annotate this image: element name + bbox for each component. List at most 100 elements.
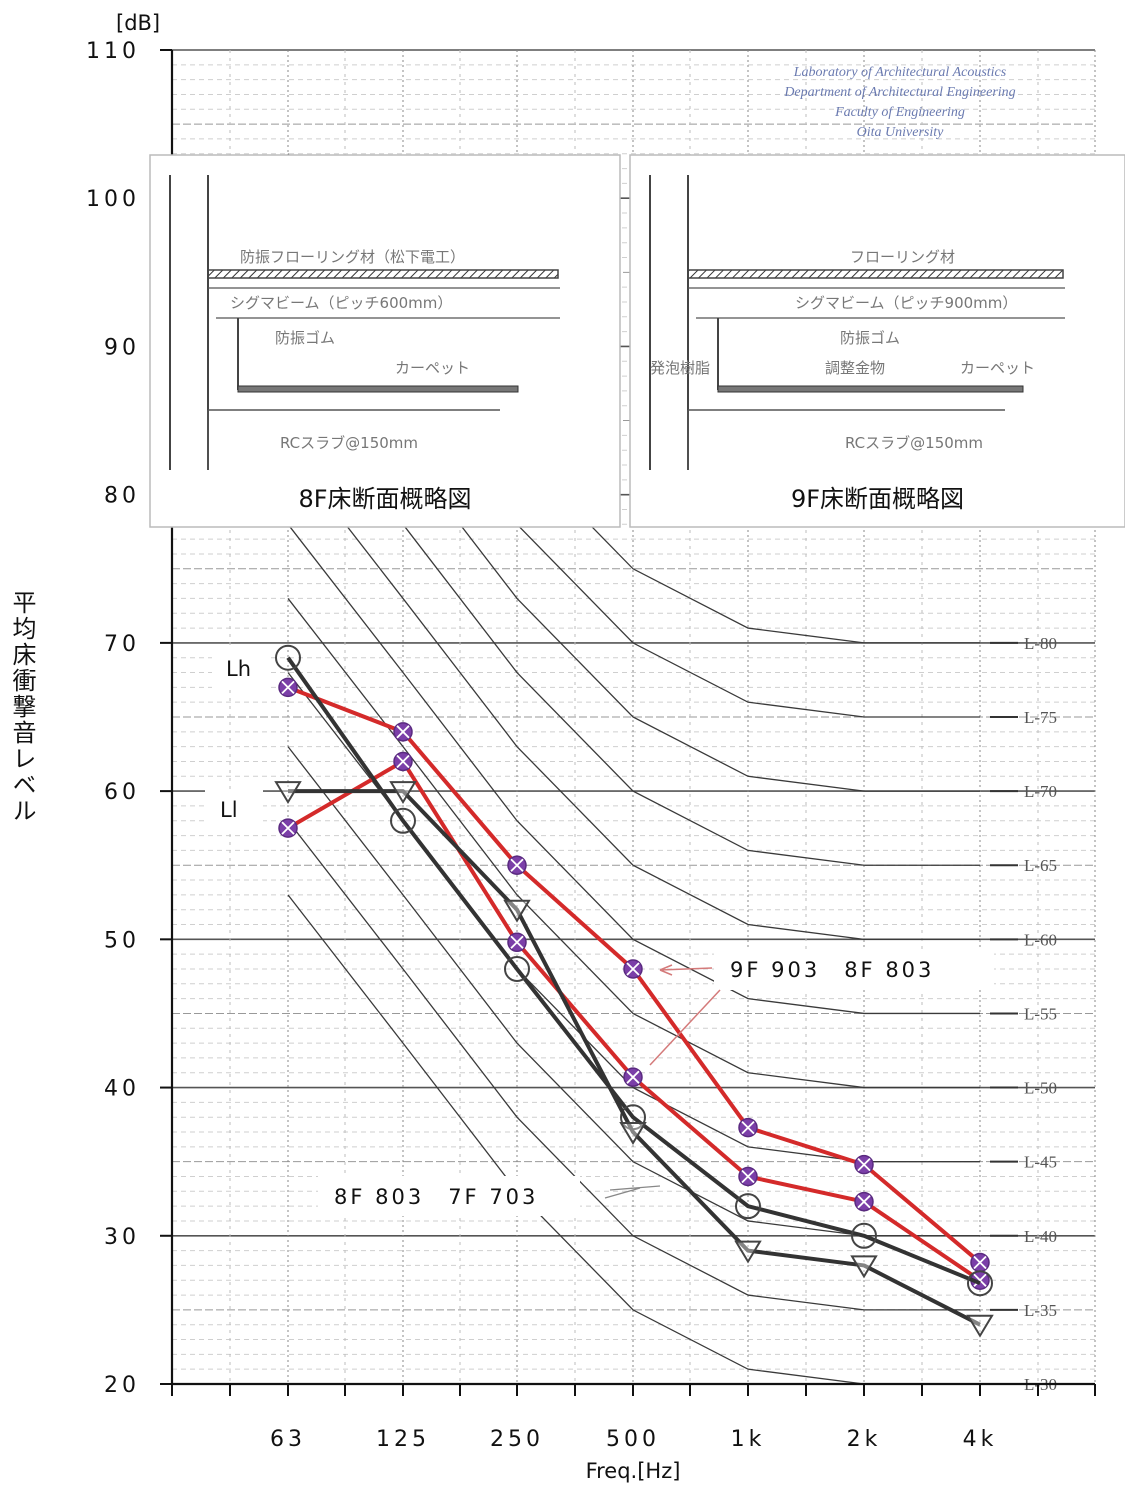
marker-cross [510, 858, 524, 872]
inset-title: 9F床断面概略図 [791, 485, 964, 513]
ll-label: Ll [220, 798, 238, 822]
marker-circle [851, 1222, 877, 1249]
y-tick-label: 30 [104, 1225, 140, 1250]
red-pair-label: 9F 903 8F 803 [730, 958, 934, 982]
y-tick-label: 90 [104, 335, 140, 360]
red-arrow-1 [659, 964, 713, 976]
marker-circle [275, 644, 301, 671]
series-line [288, 789, 981, 1327]
rating-curve [287, 598, 980, 1089]
lh-label: Lh [226, 657, 251, 681]
y-tick-label: 20 [104, 1373, 140, 1398]
series-ll-red [278, 751, 990, 1290]
marker-cross [510, 935, 524, 949]
y-tick-label: 40 [104, 1077, 140, 1102]
marker-triangle [503, 899, 531, 923]
inset-title: 8F床断面概略図 [298, 485, 471, 513]
lab-credit: Laboratory of Architectural Acoustics Dep… [783, 65, 1015, 140]
x-tick-label: 1k [731, 1427, 766, 1452]
x-tick-label: 63 [270, 1427, 306, 1452]
marker-cross [626, 962, 640, 976]
marker-circle [735, 1193, 761, 1220]
red-arrow-2 [649, 989, 721, 1066]
marker-triangle [619, 1122, 647, 1145]
marker-triangle [274, 781, 302, 805]
inset-label: RCスラブ@150mm [280, 434, 418, 452]
labels-layer: [dB] Freq.[Hz] Lh Ll 9F 903 8F 803 8F 803 7… [116, 11, 994, 1483]
x-tick-label: 2k [847, 1427, 882, 1452]
marker-cross [741, 1169, 755, 1184]
y-tick-label: 110 [86, 39, 140, 64]
y-tick-label: 60 [104, 780, 140, 805]
rating-label: L-65 [1024, 856, 1057, 875]
marker-circle [504, 955, 530, 982]
inset-label: 防振ゴム [275, 329, 335, 347]
marker-cross [281, 680, 295, 694]
series-ll-black [274, 781, 994, 1338]
series-layer [274, 644, 994, 1338]
rating-label: L-75 [1024, 708, 1057, 727]
lab-credit-line: Faculty of Engineering [834, 105, 965, 120]
black-pair-bg [318, 1176, 580, 1216]
marker-triangle [389, 781, 417, 805]
inset-label: シグマビーム（ピッチ600mm） [230, 294, 452, 312]
flooring [687, 269, 1064, 279]
inset-label: カーペット [960, 359, 1035, 377]
ll-label-bg [205, 790, 263, 830]
inset-label: シグマビーム（ピッチ900mm） [795, 294, 1017, 312]
rating-label: L-60 [1024, 930, 1057, 949]
carpet [237, 385, 519, 393]
marker-triangle [966, 1314, 994, 1338]
rating-curve [287, 523, 980, 1015]
rating-label: L-45 [1024, 1153, 1057, 1172]
y-tick-label: 100 [86, 187, 140, 212]
inset-label: 発泡樹脂 [650, 359, 710, 377]
black-arrow [604, 1185, 661, 1199]
inset-label: RCスラブ@150mm [845, 434, 983, 452]
inset-8f: 防振フローリング材（松下電工） シグマビーム（ピッチ600mm） 防振ゴムカーペット… [149, 154, 621, 528]
inset-label: カーペット [395, 359, 470, 377]
red-pair-bg [714, 950, 994, 990]
flooring [207, 269, 559, 279]
marker-circle [967, 1270, 993, 1297]
series-lh-black [275, 644, 993, 1297]
marker-cross [626, 1070, 640, 1084]
lab-credit-line: Oita University [857, 125, 944, 140]
inset-label: フローリング材 [850, 248, 955, 266]
lh-label-bg [212, 648, 270, 688]
rating-label: L-50 [1024, 1079, 1057, 1098]
lab-credit-line: Department of Architectural Engineering [783, 85, 1015, 100]
rating-label: L-35 [1024, 1301, 1057, 1320]
inset-label: 調整金物 [825, 359, 885, 377]
x-tick-label: 4k [963, 1427, 998, 1452]
y-tick-label: 80 [104, 484, 140, 509]
inset-panel [149, 154, 621, 528]
x-tick-label: 250 [490, 1427, 544, 1452]
marker-cross [857, 1157, 871, 1172]
x-axis-label: Freq.[Hz] [586, 1459, 681, 1483]
y-axis-label: 平均床衝撃音レベル [8, 590, 36, 824]
insets: 防振フローリング材（松下電工） シグマビーム（ピッチ600mm） 防振ゴムカーペット… [149, 154, 1125, 528]
axes: 20 30 40 50 60 70 80 90 100 110 63 125 250 500 1k 2k 4k [86, 39, 1096, 1452]
y-tick-label: 50 [104, 928, 140, 953]
marker-cross [281, 821, 295, 835]
rating-label: L-55 [1024, 1004, 1057, 1023]
rating-label: L-70 [1024, 782, 1057, 801]
lab-credit-line: Laboratory of Architectural Acoustics [793, 65, 1007, 80]
rating-label: L-80 [1024, 634, 1057, 653]
rating-curve [287, 820, 980, 1311]
marker-triangle [734, 1240, 762, 1264]
y-unit-label: [dB] [116, 11, 160, 35]
marker-cross [973, 1273, 987, 1287]
marker-triangle [850, 1255, 878, 1279]
inset-label: 防振ゴム [840, 329, 900, 347]
carpet [717, 385, 1024, 393]
marker-cross [741, 1120, 755, 1135]
marker-cross [396, 725, 410, 739]
inset-label: 防振フローリング材（松下電工） [240, 248, 465, 266]
marker-circle [390, 807, 416, 834]
y-tick-label: 70 [104, 632, 140, 657]
rating-curve [287, 449, 980, 940]
